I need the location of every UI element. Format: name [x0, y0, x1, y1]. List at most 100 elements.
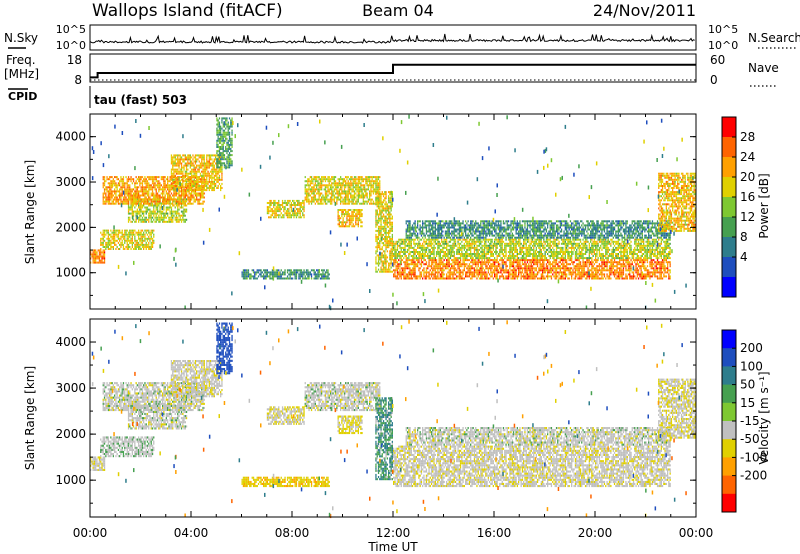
power-cell	[131, 182, 133, 185]
power-cell	[333, 200, 335, 203]
power-cell	[310, 190, 313, 193]
power-cell	[264, 269, 266, 272]
power-cell	[216, 164, 218, 167]
power-cell	[331, 188, 333, 191]
power-cell	[148, 198, 150, 201]
power-cell	[124, 248, 126, 250]
power-cell	[220, 133, 222, 136]
power-cell	[362, 186, 364, 189]
power-cell	[269, 271, 271, 274]
power-cell	[341, 225, 343, 228]
power-cell	[403, 275, 405, 278]
power-cell	[153, 214, 155, 217]
power-cell	[138, 190, 140, 193]
power-cell	[367, 184, 370, 187]
power-cell	[220, 148, 222, 150]
power-cell	[153, 229, 155, 232]
power-cell	[153, 233, 155, 236]
power-cell	[144, 188, 146, 191]
power-cell	[169, 178, 171, 181]
power-cell	[167, 184, 169, 187]
power-cell	[202, 196, 204, 199]
power-cell	[288, 214, 290, 217]
power-cell	[384, 207, 386, 210]
power-cell	[379, 188, 381, 191]
power-cell	[465, 265, 467, 268]
power-cell	[347, 180, 349, 183]
power-cell	[358, 202, 361, 205]
power-cell	[172, 178, 174, 181]
power-cell	[303, 208, 305, 211]
power-cell	[388, 205, 390, 208]
power-cell	[391, 221, 393, 224]
power-cell	[102, 261, 104, 264]
power-cell	[180, 187, 183, 189]
power-cell	[211, 189, 213, 192]
power-cell	[308, 275, 310, 278]
power-cell	[216, 117, 218, 120]
power-cell	[149, 178, 151, 181]
power-cell	[467, 269, 469, 272]
power-cell	[270, 277, 272, 280]
power-cell	[102, 186, 104, 189]
power-cell	[340, 194, 342, 197]
power-cell	[122, 233, 125, 236]
power-cell	[203, 164, 205, 167]
power-cell	[411, 267, 414, 270]
power-cell	[531, 259, 534, 262]
power-cell	[549, 271, 551, 274]
power-cell	[390, 242, 392, 245]
power-cell	[304, 176, 306, 179]
power-cell	[159, 218, 161, 221]
power-cell	[211, 180, 213, 183]
power-cell	[119, 192, 121, 195]
power-cell	[307, 273, 309, 276]
power-cell	[511, 275, 513, 278]
power-cell	[500, 259, 502, 262]
power-cell	[321, 273, 323, 276]
power-cell	[357, 184, 359, 187]
power-cell	[182, 180, 184, 183]
power-cell	[419, 277, 421, 280]
power-cell	[520, 277, 522, 280]
power-cell	[337, 219, 339, 222]
power-cell	[367, 178, 370, 181]
power-cell	[379, 205, 381, 208]
power-cell	[389, 223, 391, 226]
power-cell	[156, 200, 159, 203]
power-cell	[299, 206, 301, 209]
power-cell	[324, 188, 327, 191]
power-cell	[376, 250, 378, 253]
power-cell	[376, 246, 378, 249]
power-cell	[170, 168, 173, 171]
power-cell	[189, 160, 191, 163]
power-cell	[471, 265, 473, 268]
power-cell	[528, 273, 530, 276]
power-cell	[566, 273, 568, 276]
power-cell	[499, 271, 501, 274]
power-cell	[563, 263, 565, 266]
power-cell	[512, 277, 515, 280]
power-cell	[409, 263, 411, 266]
power-cell	[465, 273, 467, 276]
power-cell	[274, 271, 276, 274]
power-cell	[376, 182, 378, 185]
power-cell	[509, 263, 511, 266]
power-cell	[184, 164, 186, 167]
power-cell	[167, 212, 169, 215]
power-cell	[346, 217, 348, 220]
power-cell	[299, 212, 301, 215]
power-cell	[143, 214, 145, 217]
power-cell	[353, 225, 356, 228]
power-cell	[108, 186, 111, 189]
power-cell	[280, 275, 282, 278]
power-cell	[329, 198, 332, 201]
power-cell	[130, 212, 132, 215]
power-cell	[478, 267, 481, 270]
power-cell	[156, 186, 159, 189]
power-cell	[462, 263, 464, 266]
power-cell	[185, 208, 188, 211]
power-cell	[343, 190, 346, 193]
power-cell	[268, 271, 270, 274]
power-cell	[226, 162, 228, 165]
